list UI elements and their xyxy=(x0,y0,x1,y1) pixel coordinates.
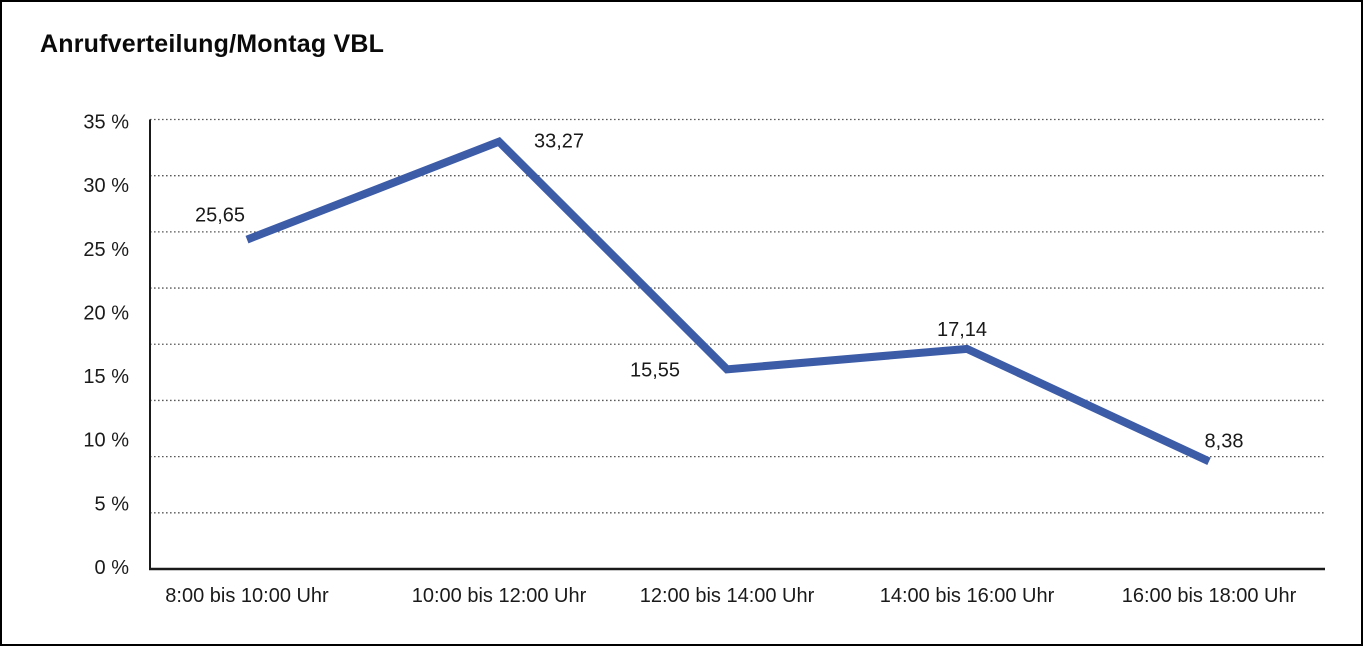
data-line xyxy=(245,137,1211,466)
y-tick-label: 35 % xyxy=(83,112,129,134)
y-tick-label: 20 % xyxy=(83,302,129,324)
point-value-label: 8,38 xyxy=(1205,430,1244,452)
y-tick-label: 15 % xyxy=(83,366,129,388)
point-value-label: 25,65 xyxy=(195,205,245,227)
y-tick-label: 5 % xyxy=(95,493,130,515)
point-value-label: 17,14 xyxy=(937,319,987,341)
x-category-label: 10:00 bis 12:00 Uhr xyxy=(412,585,587,607)
chart-title: Anrufverteilung/Montag VBL xyxy=(40,30,385,58)
y-tick-label: 25 % xyxy=(83,239,129,261)
x-category-label: 14:00 bis 16:00 Uhr xyxy=(880,585,1055,607)
x-category-label: 12:00 bis 14:00 Uhr xyxy=(640,585,815,607)
point-value-label: 15,55 xyxy=(630,359,680,381)
x-category-label: 16:00 bis 18:00 Uhr xyxy=(1122,585,1297,607)
y-tick-label: 0 % xyxy=(95,557,130,579)
y-tick-label: 30 % xyxy=(83,175,129,197)
x-category-label: 8:00 bis 10:00 Uhr xyxy=(165,585,329,607)
point-value-label: 33,27 xyxy=(534,131,584,153)
y-tick-label: 10 % xyxy=(83,430,129,452)
